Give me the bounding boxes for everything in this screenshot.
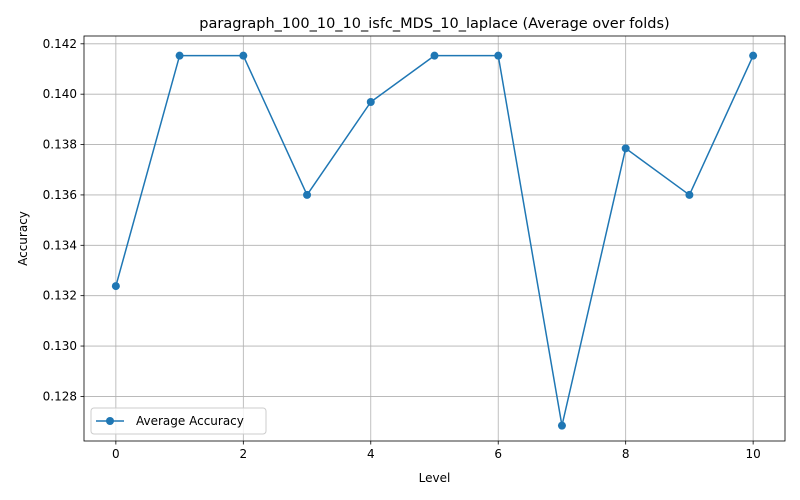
chart-title: paragraph_100_10_10_isfc_MDS_10_laplace … [199, 16, 669, 32]
y-tick-label: 0.140 [43, 87, 77, 101]
data-point [685, 190, 694, 199]
y-tick-label: 0.132 [43, 289, 77, 303]
series-layer [111, 51, 758, 430]
legend-marker-swatch [106, 417, 114, 425]
y-tick-label: 0.142 [43, 37, 77, 51]
y-tick-label: 0.136 [43, 188, 77, 202]
data-point [494, 51, 503, 60]
x-tick-label: 8 [622, 447, 630, 461]
data-point [557, 421, 566, 430]
x-tick-label: 0 [112, 447, 120, 461]
y-tick-label: 0.128 [43, 389, 77, 403]
x-axis: 0 2 4 6 8 10 [112, 441, 761, 461]
data-point [239, 51, 248, 60]
x-tick-label: 2 [239, 447, 247, 461]
legend: Average Accuracy [90, 407, 267, 435]
y-axis-label: Accuracy [16, 211, 30, 266]
data-point [111, 282, 120, 291]
x-tick-label: 4 [367, 447, 375, 461]
y-axis: 0.128 0.130 0.132 0.134 0.136 0.138 0.140 0.142 [43, 37, 84, 403]
data-point [749, 51, 758, 60]
data-point [621, 144, 630, 153]
legend-label: Average Accuracy [136, 414, 244, 428]
x-axis-label: Level [419, 471, 451, 485]
x-tick-label: 10 [745, 447, 760, 461]
data-point [303, 190, 312, 199]
y-tick-label: 0.138 [43, 138, 77, 152]
y-tick-label: 0.130 [43, 339, 77, 353]
y-tick-label: 0.134 [43, 238, 77, 252]
legend-box [90, 407, 267, 435]
x-tick-label: 6 [494, 447, 502, 461]
data-point [366, 97, 375, 106]
data-point [430, 51, 439, 60]
plot-frame [83, 35, 786, 442]
data-point [175, 51, 184, 60]
